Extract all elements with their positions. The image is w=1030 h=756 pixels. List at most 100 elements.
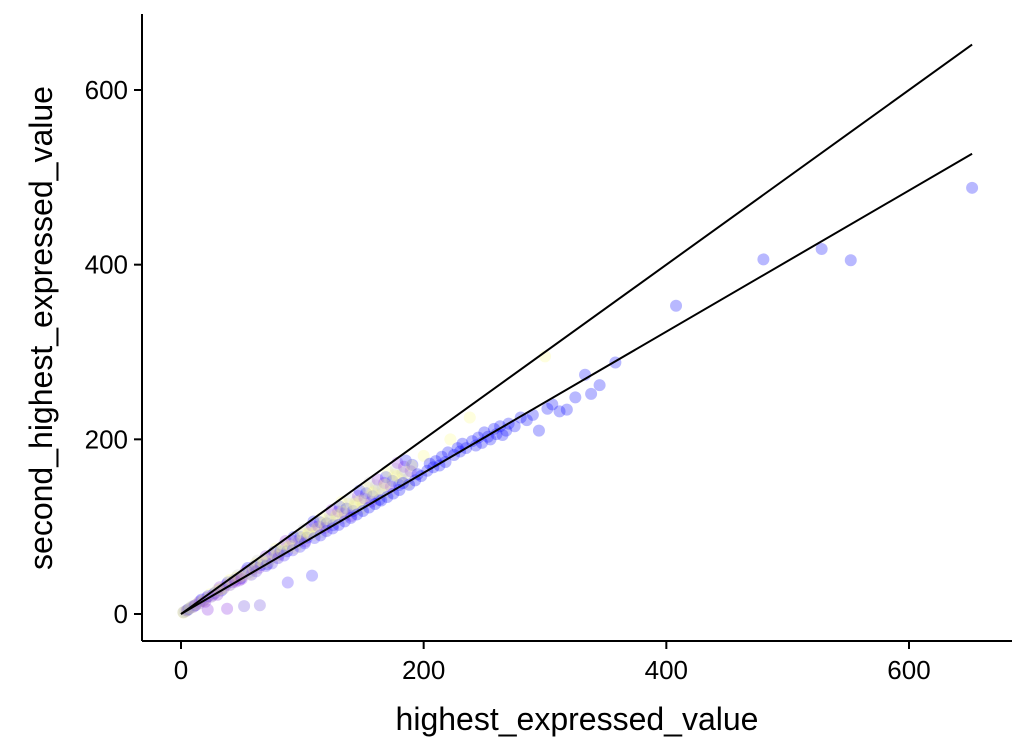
data-point <box>441 446 454 459</box>
data-point <box>302 527 315 540</box>
cloud-point <box>335 495 348 508</box>
cloud-point <box>314 516 327 529</box>
cloud-point <box>330 510 343 523</box>
data-point <box>238 600 251 613</box>
cloud-point <box>404 465 417 478</box>
data-point <box>257 556 270 569</box>
cloud-point <box>358 492 371 505</box>
y-axis-title: second_highest_expressed_value <box>23 86 59 570</box>
data-point <box>310 522 323 535</box>
y-tick-label: 0 <box>114 599 128 629</box>
data-point <box>593 379 606 392</box>
cloud-point <box>386 474 399 487</box>
x-axis-title: highest_expressed_value <box>396 701 759 737</box>
cloud-point <box>398 460 411 473</box>
data-point <box>357 504 369 517</box>
cloud-point <box>272 548 285 561</box>
y-tick-label: 400 <box>85 250 128 280</box>
reference-line <box>180 43 973 615</box>
data-point <box>390 470 403 483</box>
y-tick-label: 600 <box>85 75 128 105</box>
cloud-point <box>379 471 392 484</box>
cloud-point <box>361 481 374 494</box>
cloud-point <box>259 550 272 563</box>
data-point <box>348 497 361 510</box>
cloud-point <box>269 542 282 555</box>
cloud-point <box>342 497 355 510</box>
reference-lines <box>180 43 973 615</box>
cloud-point <box>360 487 373 500</box>
cloud-point <box>294 531 307 544</box>
data-point <box>387 487 400 500</box>
cloud-point <box>300 531 313 544</box>
cloud-point <box>340 502 353 515</box>
data-point <box>403 478 416 491</box>
cloud-point <box>366 490 379 503</box>
data-point <box>399 465 412 478</box>
cloud-point <box>351 489 364 502</box>
data-point <box>350 508 363 521</box>
data-point <box>409 474 422 487</box>
cloud-point <box>389 462 402 475</box>
cloud-point <box>399 454 412 467</box>
data-point <box>366 486 379 499</box>
cloud-point <box>319 521 332 534</box>
data-point <box>378 478 391 491</box>
cloud-point <box>332 505 345 518</box>
cloud-point <box>406 458 419 471</box>
data-point <box>338 515 351 528</box>
data-point <box>532 424 545 437</box>
data-point <box>520 414 533 427</box>
data-point <box>844 254 857 267</box>
cloud-point <box>371 473 384 486</box>
data-point <box>318 517 331 530</box>
data-point <box>247 562 260 575</box>
data-point <box>344 511 357 524</box>
cloud-point <box>376 482 389 495</box>
data-point <box>496 428 509 441</box>
data-point <box>966 181 979 194</box>
cloud-point <box>302 527 315 540</box>
data-point <box>372 483 385 496</box>
cloud-point <box>350 494 363 507</box>
reference-line <box>180 152 973 615</box>
y-ticks: 0 200 400 600 <box>85 75 142 629</box>
data-point <box>569 391 582 404</box>
data-point <box>815 242 828 255</box>
cloud-point <box>282 541 295 554</box>
data-point <box>670 299 683 312</box>
data-point <box>375 494 388 507</box>
cloud-point <box>304 523 317 536</box>
data-point <box>324 513 337 526</box>
cloud-point <box>370 479 383 492</box>
data-point <box>384 474 397 487</box>
data-point <box>363 501 376 514</box>
x-tick-label: 200 <box>402 655 445 685</box>
data-point <box>262 554 275 567</box>
cloud-point <box>284 538 297 551</box>
cloud-point <box>333 500 346 513</box>
cloud-point <box>396 466 409 479</box>
cloud-point <box>249 557 262 570</box>
data-point <box>225 574 238 587</box>
data-point <box>393 483 406 496</box>
data-points <box>177 181 979 619</box>
cloud-point <box>307 515 320 528</box>
cloud-point <box>375 488 388 501</box>
data-point <box>201 603 214 616</box>
axes <box>141 14 1012 642</box>
data-point <box>360 490 373 503</box>
data-point <box>546 398 559 411</box>
cloud-point <box>347 504 360 517</box>
cloud-point <box>246 562 259 575</box>
cloud-point <box>322 513 335 526</box>
data-point <box>560 403 573 416</box>
cloud-point <box>297 523 310 536</box>
cloud-point <box>323 508 336 521</box>
data-point <box>508 420 521 433</box>
data-point <box>332 518 345 531</box>
cloud-point <box>286 534 299 547</box>
data-point <box>342 503 355 516</box>
cloud-point <box>264 552 277 565</box>
